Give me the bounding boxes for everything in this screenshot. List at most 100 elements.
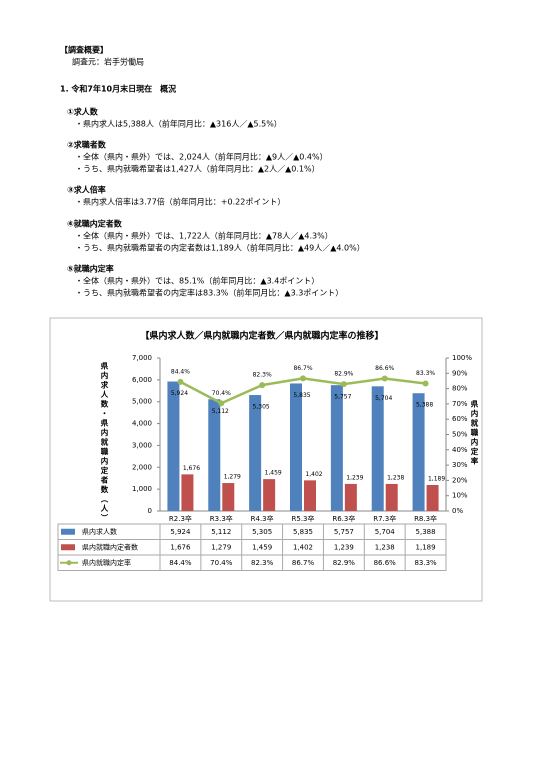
item-line: ・県内求人は5,388人（前年同月比：▲316人／▲5.5%） bbox=[75, 119, 282, 129]
legend-label: 県内求人数 bbox=[82, 527, 117, 536]
line-point bbox=[259, 382, 266, 389]
line-point bbox=[381, 375, 388, 382]
y2-tick-label: 10% bbox=[452, 492, 468, 500]
legend-label: 県内就職内定率 bbox=[82, 558, 131, 567]
y2-tick-label: 90% bbox=[452, 369, 468, 377]
y-tick-label: 4,000 bbox=[132, 420, 152, 428]
bar bbox=[222, 483, 235, 511]
data-label: 1,402 bbox=[305, 471, 322, 478]
item-line: ・県内求人倍率は3.77倍（前年同月比：+0.22ポイント） bbox=[75, 197, 285, 207]
bar bbox=[344, 483, 357, 511]
table-value: 5,305 bbox=[252, 528, 272, 536]
x-tick-label: R8.3卒 bbox=[414, 514, 437, 523]
legend-swatch bbox=[61, 544, 75, 551]
bar bbox=[290, 383, 302, 511]
item-line: ・うち、県内就職希望者の内定者数は1,189人（前年同月比：▲49人／▲4.0%… bbox=[75, 243, 365, 253]
y-tick-label: 1,000 bbox=[132, 485, 152, 493]
data-label: 5,757 bbox=[334, 394, 351, 401]
bar bbox=[263, 479, 276, 511]
data-label: 86.7% bbox=[293, 365, 312, 372]
item-title: ③求人倍率 bbox=[67, 185, 106, 195]
y-tick-label: 2,000 bbox=[132, 463, 152, 471]
table-value: 1,402 bbox=[293, 543, 313, 551]
item-line: ・うち、県内就職希望者の内定率は83.3%（前年同月比：▲3.3ポイント） bbox=[75, 288, 343, 298]
x-tick-label: R4.3卒 bbox=[251, 514, 274, 523]
table-value: 5,388 bbox=[416, 528, 436, 536]
data-label: 1,459 bbox=[265, 470, 282, 477]
y2-tick-label: 70% bbox=[452, 400, 468, 408]
table-value: 1,239 bbox=[334, 543, 354, 551]
bar bbox=[304, 480, 316, 511]
y-tick-label: 6,000 bbox=[132, 376, 152, 384]
bar bbox=[167, 381, 180, 511]
y-axis-label: 県内求人数・県内就職内定者数（人） bbox=[100, 361, 109, 524]
line-point bbox=[422, 380, 429, 387]
chart-title: 【県内求人数／県内就職内定者数／県内就職内定率の推移】 bbox=[140, 330, 383, 342]
line-point bbox=[300, 375, 306, 382]
data-label: 5,388 bbox=[416, 402, 433, 409]
table-value: 82.9% bbox=[333, 559, 356, 567]
table-value: 86.7% bbox=[292, 559, 315, 567]
bar bbox=[330, 385, 343, 511]
table-value: 84.4% bbox=[169, 559, 192, 567]
y2-tick-label: 60% bbox=[452, 415, 468, 423]
line-point bbox=[340, 381, 347, 388]
table-value: 1,459 bbox=[252, 543, 272, 551]
bar bbox=[208, 399, 221, 511]
y2-tick-label: 40% bbox=[452, 446, 468, 454]
y-tick-label: 5,000 bbox=[132, 398, 152, 406]
table-value: 83.3% bbox=[414, 559, 437, 567]
heading: 1. 令和7年10月末日現在 概況 bbox=[60, 84, 176, 94]
y2-tick-label: 50% bbox=[452, 431, 468, 439]
line-point bbox=[218, 400, 225, 407]
data-label: 86.6% bbox=[375, 365, 394, 372]
data-label: 82.3% bbox=[253, 372, 272, 379]
y2-tick-label: 30% bbox=[452, 461, 468, 469]
data-label: 5,924 bbox=[171, 390, 188, 397]
data-label: 82.9% bbox=[334, 371, 353, 378]
y2-tick-label: 100% bbox=[452, 354, 472, 362]
table-value: 5,835 bbox=[293, 528, 313, 536]
x-tick-label: R2.3卒 bbox=[169, 514, 192, 523]
table-value: 1,238 bbox=[375, 543, 395, 551]
table-row bbox=[57, 554, 447, 571]
item-title: ②求職者数 bbox=[67, 140, 107, 150]
source: 調査元：岩手労働局 bbox=[72, 57, 144, 67]
item-title: ④就職内定者数 bbox=[67, 219, 123, 229]
y-tick-label: 7,000 bbox=[132, 354, 152, 362]
data-label: 83.3% bbox=[416, 370, 435, 377]
legend-swatch bbox=[61, 528, 75, 535]
x-tick-label: R6.3卒 bbox=[332, 514, 355, 523]
item-line: ・全体（県内・県外）では、1,722人（前年同月比：▲78人／▲4.3%） bbox=[75, 231, 333, 241]
table-value: 5,112 bbox=[211, 528, 231, 536]
data-label: 70.4% bbox=[212, 390, 231, 397]
section-header: 【調査概要】 bbox=[60, 45, 108, 55]
data-label: 5,305 bbox=[253, 404, 270, 411]
item-line: ・うち、県内就職希望者は1,427人（前年同月比：▲2人／▲0.1%） bbox=[75, 164, 320, 174]
data-label: 1,279 bbox=[224, 474, 241, 481]
legend-swatch bbox=[66, 560, 72, 566]
line-point bbox=[177, 378, 184, 385]
y2-axis-label: 県内就職内定率 bbox=[470, 399, 479, 467]
table-value: 70.4% bbox=[210, 559, 233, 567]
table-value: 86.6% bbox=[374, 559, 397, 567]
y-tick-label: 0 bbox=[148, 507, 152, 515]
data-label: 5,835 bbox=[293, 392, 310, 399]
data-label: 5,704 bbox=[375, 395, 392, 402]
data-label: 84.4% bbox=[171, 368, 190, 375]
item-line: ・全体（県内・県外）では、85.1%（前年同月比：▲3.4ポイント） bbox=[75, 276, 319, 286]
y2-tick-label: 0% bbox=[452, 507, 463, 515]
data-label: 5,112 bbox=[212, 408, 229, 415]
bar bbox=[249, 395, 262, 511]
table-value: 5,924 bbox=[170, 528, 191, 536]
bar bbox=[412, 393, 425, 511]
table-value: 1,189 bbox=[416, 543, 436, 551]
x-tick-label: R5.3卒 bbox=[292, 514, 315, 523]
item-title: ⑤就職内定率 bbox=[67, 264, 114, 274]
bar bbox=[181, 474, 194, 511]
item-title: ①求人数 bbox=[67, 107, 99, 117]
x-tick-label: R3.3卒 bbox=[210, 514, 233, 523]
table-value: 5,757 bbox=[334, 528, 354, 536]
chart-frame bbox=[49, 317, 483, 602]
